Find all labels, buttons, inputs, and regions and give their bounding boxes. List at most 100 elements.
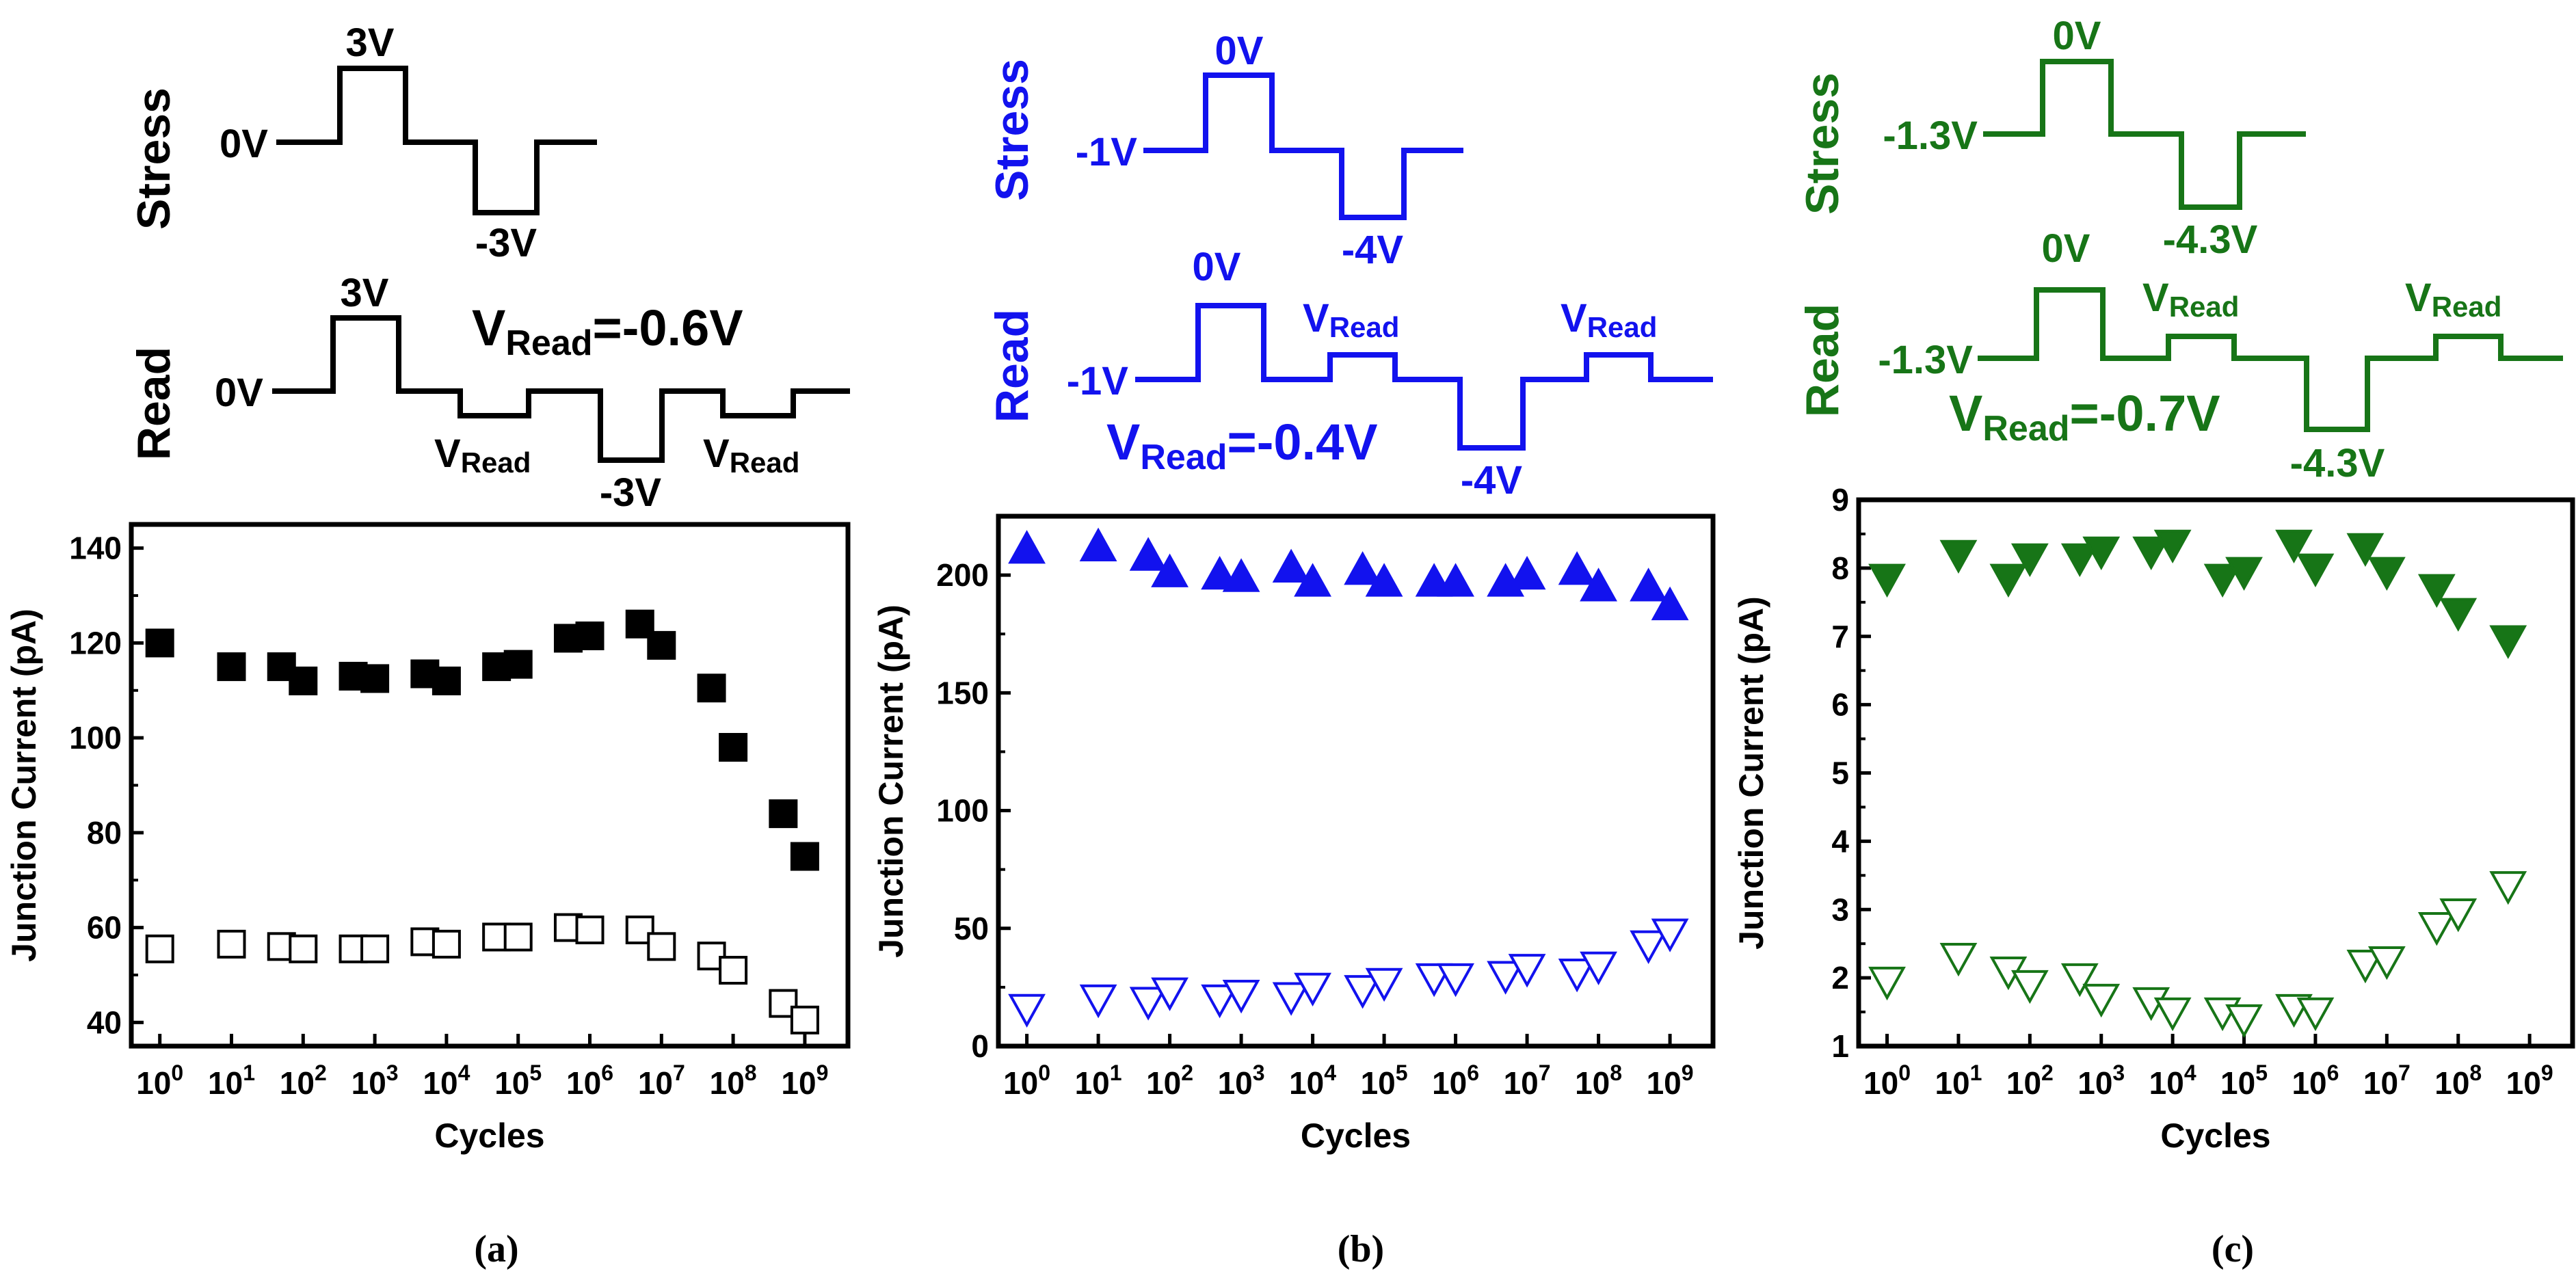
y-tick-label: 40 <box>87 1004 122 1040</box>
read-low-label: -3V <box>600 470 662 515</box>
data-point <box>2439 598 2478 632</box>
read-high-label: 3V <box>341 271 389 315</box>
x-tick-label: 100 <box>136 1060 183 1101</box>
vread-marker: VRead <box>434 431 531 479</box>
x-tick-base: 10 <box>1935 1065 1969 1101</box>
data-point <box>1272 548 1310 583</box>
data-point <box>2082 536 2121 571</box>
data-point <box>1558 551 1596 585</box>
data-point <box>2346 533 2385 567</box>
read-label: Read <box>986 309 1038 423</box>
plot-frame <box>996 513 1716 1049</box>
x-tick-exponent: 1 <box>1970 1060 1982 1085</box>
read-low-label: -4V <box>1461 458 1523 503</box>
data-point <box>625 609 654 639</box>
data-point <box>1079 527 1117 561</box>
x-tick-exponent: 4 <box>2184 1060 2196 1085</box>
data-point <box>1651 586 1689 621</box>
data-point <box>2225 1004 2263 1039</box>
x-tick-base: 10 <box>710 1065 745 1101</box>
x-tick-base: 10 <box>2506 1065 2541 1101</box>
read-base-label: -1V <box>1067 359 1129 403</box>
x-tick-label: 103 <box>1218 1060 1265 1101</box>
x-tick-base: 10 <box>2363 1065 2398 1101</box>
x-tick-label: 102 <box>280 1060 327 1101</box>
data-point <box>719 733 748 762</box>
x-tick-base: 10 <box>566 1065 601 1101</box>
vread-v: V <box>2405 276 2432 320</box>
y-tick-label: 7 <box>1831 619 1849 654</box>
vread-v: V <box>434 431 461 476</box>
vread-marker: VRead <box>703 431 799 479</box>
data-point <box>1294 972 1331 1007</box>
read-high-label: 0V <box>2042 226 2090 271</box>
data-point <box>503 922 533 952</box>
vread-equation: VRead=-0.6V <box>472 299 743 363</box>
x-tick-base: 10 <box>781 1065 816 1101</box>
data-point <box>1344 975 1382 1009</box>
x-tick-base: 10 <box>1075 1065 1110 1101</box>
y-tick-label: 6 <box>1831 687 1849 723</box>
data-point <box>1272 982 1310 1016</box>
x-tick-exponent: 0 <box>1898 1060 1911 1085</box>
data-point <box>1487 961 1525 995</box>
x-tick-label: 106 <box>1432 1060 1479 1101</box>
x-tick-base: 10 <box>2292 1065 2326 1101</box>
read-label: Read <box>128 347 180 460</box>
data-point <box>1222 980 1260 1014</box>
stress-waveform <box>276 66 597 215</box>
caption-b: (b) <box>1338 1228 1384 1270</box>
vread-sub: Read <box>461 446 531 479</box>
x-tick-base: 10 <box>351 1065 386 1101</box>
vread-sub: Read <box>1329 311 1400 343</box>
x-tick-label: 102 <box>2006 1060 2054 1101</box>
x-tick-exponent: 7 <box>1539 1060 1551 1085</box>
read-base-label: -1.3V <box>1878 338 1973 382</box>
data-point <box>647 932 676 961</box>
data-point <box>1508 954 1546 988</box>
vread-eq-value: =-0.6V <box>593 299 743 356</box>
x-tick-label: 109 <box>1647 1060 1694 1101</box>
data-point <box>1630 567 1668 602</box>
x-tick-exponent: 0 <box>1038 1060 1050 1085</box>
x-tick-exponent: 8 <box>1610 1060 1622 1085</box>
x-tick-label: 101 <box>208 1060 255 1101</box>
vread-equation: VRead=-0.4V <box>1106 414 1378 477</box>
data-point <box>2010 970 2049 1004</box>
data-point <box>625 916 654 945</box>
x-tick-base: 10 <box>1289 1065 1324 1101</box>
y-tick-label: 2 <box>1831 960 1849 996</box>
x-tick-exponent: 2 <box>1181 1060 1193 1085</box>
x-tick-label: 107 <box>2363 1060 2411 1101</box>
y-axis-title: Junction Current (pA) <box>5 609 43 962</box>
data-point <box>1437 963 1474 998</box>
stress-low-label: -3V <box>475 221 537 265</box>
series-1 <box>1008 918 1689 1028</box>
caption-a: (a) <box>474 1228 518 1270</box>
x-tick-label: 105 <box>1361 1060 1408 1101</box>
data-point <box>2296 997 2335 1032</box>
vread-marker: VRead <box>2405 276 2501 323</box>
stress-waveform <box>1983 59 2306 210</box>
y-tick-label: 3 <box>1831 892 1849 927</box>
read-high-label: 0V <box>1193 245 1241 289</box>
vread-sub: Read <box>2432 291 2502 323</box>
y-tick-label: 60 <box>87 910 122 946</box>
vread-eq-value: =-0.7V <box>2070 385 2220 442</box>
data-point <box>1580 567 1617 602</box>
data-point <box>2010 543 2049 578</box>
caption-c: (c) <box>2212 1228 2254 1270</box>
x-tick-exponent: 3 <box>1253 1060 1265 1085</box>
vread-v: V <box>1303 296 1329 340</box>
data-point <box>1580 951 1617 986</box>
read-waveform <box>1135 303 1713 451</box>
data-point <box>1201 984 1239 1019</box>
x-tick-label: 106 <box>566 1060 613 1101</box>
data-point <box>1201 555 1239 590</box>
data-point <box>145 934 174 963</box>
vread-eq-v: V <box>1949 385 1982 442</box>
vread-v: V <box>703 431 730 476</box>
y-axis-title: Junction Current (pA) <box>872 604 910 958</box>
